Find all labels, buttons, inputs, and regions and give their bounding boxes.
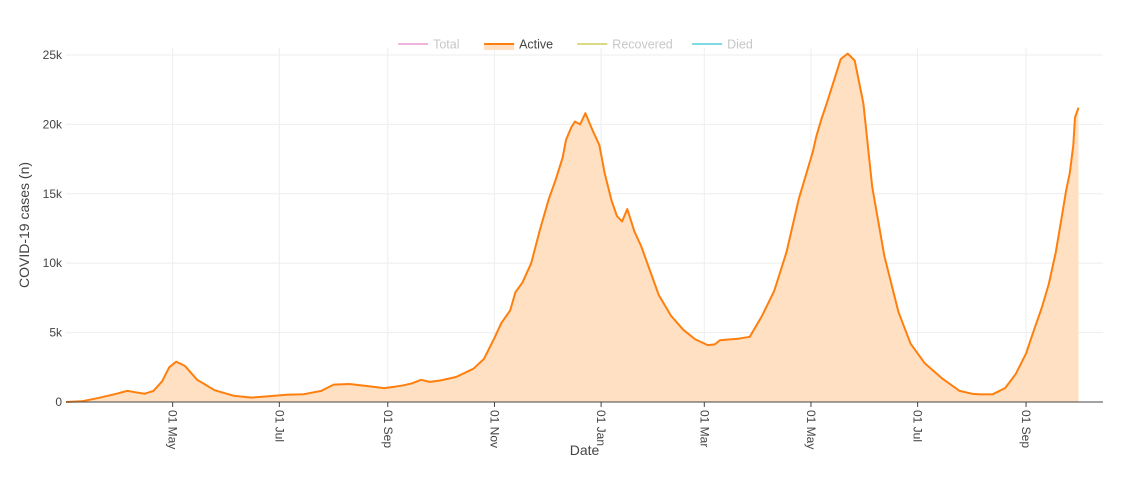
y-axis-ticks: 0 5k 10k 15k 20k 25k [43,48,63,409]
x-tick-label: 01 Sep [1019,410,1033,448]
y-tick-label: 5k [49,326,63,340]
legend-label: Total [433,38,459,52]
legend-item-total[interactable]: Total [398,38,460,52]
x-axis-title: Date [570,442,600,458]
y-tick-label: 0 [55,395,62,409]
x-tick-label: 01 May [166,410,180,449]
series-area-active [66,53,1079,402]
series-line-active [65,52,1080,403]
series-layer [65,52,1080,403]
y-tick-label: 15k [43,187,63,201]
x-tick-label: 01 Jul [272,410,286,442]
x-tick-label: 01 Jul [911,410,925,442]
y-axis-title: COVID-19 cases (n) [16,162,32,288]
y-tick-label: 25k [43,48,63,62]
legend-item-active[interactable]: Active [484,38,553,52]
legend-item-recovered[interactable]: Recovered [577,38,673,52]
legend-label: Recovered [612,38,672,52]
x-tick-label: 01 Sep [381,410,395,448]
legend-label: Died [727,38,753,52]
legend-item-died[interactable]: Died [692,38,753,52]
x-tick-label: 01 Mar [697,410,711,447]
x-tick-label: 01 May [804,410,818,449]
legend: Total Active Recovered Died [398,38,753,52]
legend-label: Active [519,38,553,52]
x-axis-ticks: 01 May 01 Jul 01 Sep 01 Nov 01 Jan 01 Mar 01 M… [166,402,1033,449]
x-tick-label: 01 Jan [594,410,608,446]
y-tick-label: 10k [43,256,63,270]
y-tick-label: 20k [43,117,63,131]
x-tick-label: 01 Nov [487,410,501,448]
legend-fill-swatch [484,45,515,50]
